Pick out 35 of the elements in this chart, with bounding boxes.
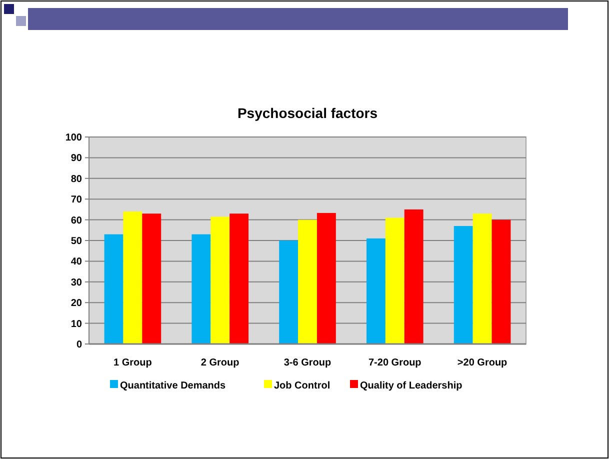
legend-label: Quantitative Demands (120, 380, 226, 392)
y-tick-label: 0 (76, 340, 82, 350)
bar (316, 212, 336, 344)
bar (142, 214, 162, 344)
bar (230, 214, 249, 344)
y-tick-label: 20 (70, 298, 82, 310)
chart-title: Psychosocial factors (237, 105, 378, 121)
legend-label: Quality of Leadership (360, 380, 462, 392)
bar (123, 212, 142, 344)
bar (192, 234, 211, 344)
y-tick-label: 80 (70, 174, 82, 185)
y-tick-label: 10 (70, 318, 82, 330)
y-tick-label: 40 (70, 256, 82, 268)
x-tick-label: 3-6 Group (284, 358, 332, 368)
x-tick-label: 1 Group (114, 358, 152, 368)
bar (492, 220, 511, 344)
x-tick-label: 7-20 Group (368, 358, 422, 368)
y-tick-label: 90 (70, 153, 82, 164)
x-tick-label: >20 Group (457, 358, 508, 368)
legend-label: Job Control (274, 380, 330, 392)
y-tick-label: 30 (70, 277, 82, 288)
y-tick-label: 100 (65, 132, 82, 144)
bar (454, 226, 473, 344)
bar (104, 234, 124, 344)
bar (210, 216, 230, 344)
x-tick-label: 2 Group (200, 358, 240, 368)
y-tick-label: 50 (70, 236, 82, 247)
bar (298, 220, 317, 344)
bar (472, 214, 492, 344)
bar (366, 238, 386, 344)
bar (404, 209, 424, 344)
y-tick-label: 70 (70, 194, 82, 206)
bar (385, 218, 404, 344)
bar (279, 240, 298, 344)
y-tick-label: 60 (70, 215, 82, 226)
